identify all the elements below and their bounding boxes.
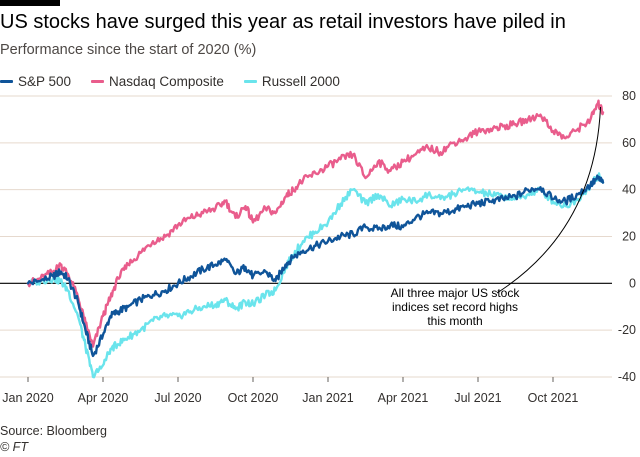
x-tick-label: Apr 2021	[378, 391, 429, 405]
y-axis: -40 -20 0 20 40 60 80	[618, 89, 636, 384]
series-line-s-p-500	[26, 174, 605, 358]
legend-swatch-sp500	[0, 79, 13, 83]
legend-label-sp500: S&P 500	[18, 73, 72, 89]
x-tick-label: Jul 2020	[154, 391, 201, 405]
x-tick-label: Apr 2020	[78, 391, 129, 405]
y-tick-label: 60	[622, 136, 636, 150]
series-line-nasdaq-composite	[26, 99, 605, 348]
chart-title: US stocks have surged this year as retai…	[0, 11, 566, 33]
y-tick-label: -20	[618, 323, 636, 337]
series-line-russell-2000	[26, 172, 605, 379]
source-note: Source: Bloomberg	[0, 424, 108, 438]
legend-label-russell: Russell 2000	[261, 73, 340, 89]
legend-item-sp500: S&P 500	[0, 74, 71, 89]
y-tick-label: 80	[622, 89, 636, 103]
brand-bar	[0, 0, 60, 6]
x-tick-label: Jul 2021	[454, 391, 501, 405]
x-tick-label: Jan 2021	[302, 391, 353, 405]
annotation-line: this month	[427, 314, 482, 328]
legend-item-russell: Russell 2000	[243, 73, 340, 89]
x-tick-label: Oct 2021	[528, 391, 579, 405]
y-tick-label: 40	[622, 183, 636, 197]
x-tick-label: Oct 2020	[228, 391, 279, 405]
legend-label-nasdaq: Nasdaq Composite	[109, 73, 224, 89]
annotation-line: indices set record highs	[392, 300, 518, 314]
annotation-line: All three major US stock	[391, 286, 521, 300]
legend-item-nasdaq: Nasdaq Composite	[91, 74, 224, 89]
chart-subtitle: Performance since the start of 2020 (%)	[0, 42, 257, 58]
y-tick-label: 0	[629, 276, 636, 290]
series-lines	[26, 99, 605, 379]
x-tick-label: Jan 2020	[2, 391, 53, 405]
credit-note: © FT	[0, 440, 28, 454]
annotation-leader	[496, 106, 601, 294]
legend-swatch-russell	[243, 79, 257, 83]
y-tick-label: 20	[622, 230, 636, 244]
y-tick-label: -40	[618, 370, 636, 384]
x-axis: Jan 2020 Apr 2020 Jul 2020 Oct 2020 Jan 2021…	[2, 377, 578, 405]
legend-swatch-nasdaq	[91, 79, 105, 83]
legend: S&P 500 Nasdaq Composite Russell 2000	[0, 72, 360, 90]
